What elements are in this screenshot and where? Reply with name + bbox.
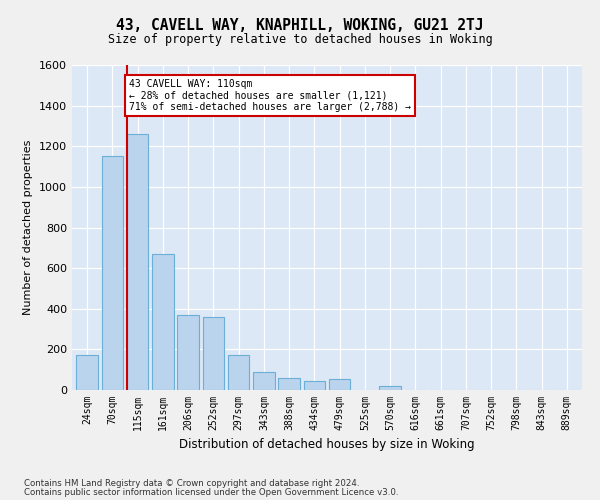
Bar (304, 381, 325, 390)
Text: 43, CAVELL WAY, KNAPHILL, WOKING, GU21 2TJ: 43, CAVELL WAY, KNAPHILL, WOKING, GU21 2… (116, 18, 484, 32)
Bar (127, 134, 148, 390)
Text: Contains public sector information licensed under the Open Government Licence v3: Contains public sector information licen… (24, 488, 398, 497)
Text: Contains HM Land Registry data © Crown copyright and database right 2024.: Contains HM Land Registry data © Crown c… (24, 479, 359, 488)
Bar (101, 156, 123, 390)
Bar (253, 372, 275, 390)
Bar (228, 356, 250, 390)
Bar (152, 254, 173, 390)
Bar (278, 378, 300, 390)
X-axis label: Distribution of detached houses by size in Woking: Distribution of detached houses by size … (179, 438, 475, 452)
Text: Size of property relative to detached houses in Woking: Size of property relative to detached ho… (107, 32, 493, 46)
Bar (178, 315, 199, 390)
Y-axis label: Number of detached properties: Number of detached properties (23, 140, 34, 315)
Bar (329, 379, 350, 390)
Bar (76, 356, 98, 390)
Text: 43 CAVELL WAY: 110sqm
← 28% of detached houses are smaller (1,121)
71% of semi-d: 43 CAVELL WAY: 110sqm ← 28% of detached … (129, 79, 411, 112)
Bar (379, 386, 401, 390)
Bar (203, 317, 224, 390)
